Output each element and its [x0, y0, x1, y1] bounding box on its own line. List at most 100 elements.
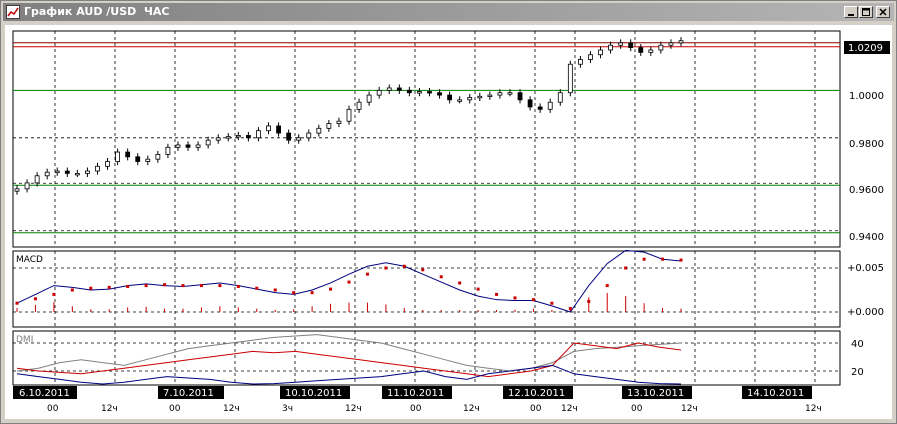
candle-body — [588, 54, 593, 60]
signal-point — [513, 296, 517, 300]
hour-label: 12ч — [101, 404, 118, 414]
candle-body — [487, 94, 493, 97]
signal-point — [273, 288, 277, 292]
date-badge: 13.10.2011 — [622, 386, 692, 399]
signal-point — [181, 284, 185, 288]
maximize-button[interactable] — [859, 6, 873, 18]
svg-text:10.10.2011: 10.10.2011 — [285, 388, 342, 399]
dmi-minus-line — [16, 364, 682, 385]
signal-point — [89, 286, 93, 290]
price-panel[interactable] — [12, 30, 841, 248]
hour-label: 12ч — [681, 404, 698, 414]
candle-body — [14, 188, 20, 192]
chart-area[interactable]: 1.0000 0.9800 0.9600 0.9400 1.0209 MACD … — [5, 25, 892, 419]
signal-point — [531, 298, 535, 302]
candle-body — [125, 151, 131, 158]
candle-body — [547, 101, 553, 110]
signal-point — [70, 288, 74, 292]
candle-body — [44, 171, 50, 177]
current-price-badge — [844, 41, 890, 54]
signal-point — [255, 286, 259, 290]
price-axis-label: 0.9800 — [849, 139, 884, 150]
signal-point — [476, 287, 480, 291]
candle-body — [185, 144, 191, 148]
candle-body — [517, 92, 523, 101]
macd-axis-label: +0.000 — [847, 307, 884, 318]
candle-body — [477, 95, 483, 99]
maximize-icon — [862, 8, 870, 16]
dmi-panel[interactable] — [12, 330, 841, 386]
candle-body — [567, 63, 573, 94]
candle-body — [608, 44, 613, 51]
macd-panel[interactable] — [12, 250, 841, 328]
candle-body — [105, 161, 110, 167]
signal-point — [52, 292, 56, 296]
candle-body — [135, 156, 141, 162]
date-badge: 7.10.2011 — [158, 386, 224, 399]
hour-label: 12ч — [805, 404, 822, 414]
candle-body — [326, 123, 332, 129]
candle-body — [668, 42, 674, 46]
candle-body — [447, 94, 453, 101]
signal-point — [236, 284, 240, 288]
signal-point — [661, 257, 665, 261]
svg-text:14.10.2011: 14.10.2011 — [747, 388, 804, 399]
macd-series — [13, 249, 840, 313]
candle-body — [396, 87, 402, 91]
title-bar[interactable]: График AUD /USD ЧАС — [3, 3, 894, 21]
signal-point — [163, 283, 167, 287]
candle-body — [115, 151, 121, 162]
candle-body — [507, 92, 513, 95]
hour-label: 00 — [530, 404, 542, 414]
candle-body — [175, 144, 181, 148]
svg-text:7.10.2011: 7.10.2011 — [163, 388, 214, 399]
macd-axis-label: +0.005 — [847, 263, 884, 274]
candle-body — [225, 136, 231, 139]
signal-point — [33, 297, 37, 301]
date-badge: 14.10.2011 — [742, 386, 812, 399]
macd-label: MACD — [16, 255, 43, 265]
signal-point — [347, 280, 351, 284]
signal-point — [679, 258, 683, 262]
signal-point — [199, 284, 203, 288]
candle-body — [628, 42, 634, 49]
candle-body — [678, 40, 684, 44]
hour-label: 00 — [410, 404, 422, 414]
signal-point — [458, 281, 462, 285]
chart-icon — [6, 5, 20, 19]
signal-point — [642, 257, 646, 261]
candle-body — [85, 170, 90, 174]
hour-label: 00 — [631, 404, 643, 414]
dmi-plus-line — [16, 342, 682, 378]
candle-body — [366, 94, 372, 103]
candle-body — [165, 146, 171, 155]
price-axis-label: 0.9400 — [849, 232, 884, 243]
svg-text:13.10.2011: 13.10.2011 — [627, 388, 684, 399]
minimize-button[interactable] — [844, 6, 858, 18]
candle-body — [437, 92, 442, 96]
close-button[interactable] — [876, 6, 890, 18]
signal-point — [329, 287, 333, 291]
candle-body — [34, 175, 40, 184]
signal-point — [550, 301, 554, 305]
candle-body — [336, 120, 342, 124]
candle-body — [427, 91, 432, 94]
candle-body — [527, 99, 533, 108]
candle-body — [658, 44, 664, 51]
signal-point — [310, 291, 314, 295]
hour-label: 00 — [47, 404, 59, 414]
candle-body — [54, 170, 60, 173]
candle-body — [467, 97, 473, 101]
hour-label: 12ч — [463, 404, 480, 414]
candle-body — [406, 89, 412, 94]
signal-point — [624, 266, 628, 270]
candle-body — [537, 106, 543, 110]
date-badge: 10.10.2011 — [280, 386, 350, 399]
candle-body — [95, 165, 100, 172]
signal-point — [292, 291, 296, 295]
candle-body — [195, 144, 201, 148]
hour-label: 3ч — [282, 404, 293, 414]
chart-canvas[interactable]: 1.0000 0.9800 0.9600 0.9400 1.0209 MACD … — [5, 25, 892, 419]
candle-body — [286, 132, 292, 141]
